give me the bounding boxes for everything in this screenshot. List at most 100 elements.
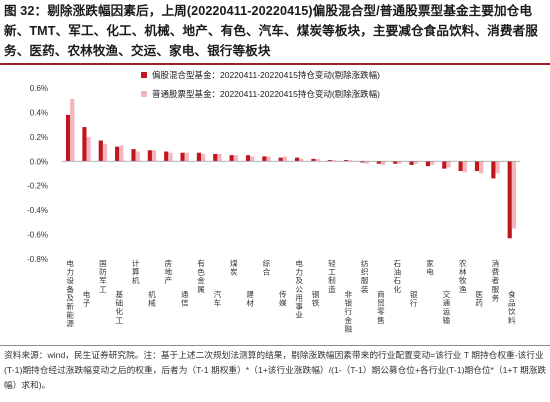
bar-series: [65, 98, 517, 239]
bar-series-2: [397, 161, 402, 164]
bar-series-2: [266, 156, 271, 162]
y-axis: 0.6% 0.4% 0.2% 0.0% -0.2% -0.4% -0.6% -0.8%: [27, 84, 48, 264]
bar-series-1: [180, 152, 185, 162]
bar-series-1: [115, 146, 120, 162]
x-category-label: 商贸零售: [377, 289, 385, 325]
bar-series-1: [245, 155, 251, 162]
bar-series-1: [65, 114, 71, 162]
bar-series-2: [86, 136, 91, 162]
x-category-label: 纺织服装: [361, 258, 369, 294]
x-category-label: 煤炭: [230, 258, 238, 277]
x-category-label: 计算机: [132, 258, 140, 285]
legend-swatch-series-1: [141, 72, 147, 78]
bar-series-2: [70, 98, 75, 162]
y-tick-label: 0.6%: [30, 84, 48, 93]
bar-chart: 偏股混合型基金：20220411-20220415持仓变动(剔除涨跌幅) 普通股…: [27, 70, 520, 333]
x-category-label: 农林牧渔: [459, 258, 467, 294]
x-category-label: 食品饮料: [508, 289, 516, 325]
x-category-label: 基础化工: [115, 289, 123, 325]
bar-series-1: [327, 160, 332, 162]
x-category-label: 建材: [246, 289, 254, 308]
bar-series-1: [507, 161, 512, 239]
bar-series-1: [442, 161, 447, 169]
bar-series-1: [491, 161, 496, 179]
bar-series-1: [393, 161, 398, 164]
x-category-label: 房地产: [165, 258, 173, 285]
bar-series-2: [348, 160, 353, 162]
bar-series-1: [229, 155, 234, 162]
x-category-label: 汽车: [214, 289, 222, 308]
bar-series-2: [380, 161, 386, 165]
bar-series-2: [250, 156, 255, 162]
bar-series-1: [98, 140, 103, 162]
x-category-label: 银行: [410, 289, 418, 308]
bar-series-2: [462, 161, 467, 173]
bar-series-1: [360, 161, 365, 163]
bar-series-1: [147, 150, 152, 162]
bar-series-2: [331, 160, 337, 162]
bar-series-2: [201, 153, 206, 162]
x-category-label: 传媒: [279, 289, 287, 308]
bar-series-2: [495, 161, 500, 174]
bar-series-2: [102, 144, 108, 162]
y-tick-label: 0.0%: [30, 157, 48, 166]
bar-series-1: [131, 149, 136, 162]
bar-series-1: [262, 156, 267, 162]
bar-series-1: [196, 152, 202, 162]
x-category-label: 非银行金融: [344, 289, 352, 333]
y-tick-label: -0.4%: [27, 206, 48, 215]
y-tick-label: -0.2%: [27, 182, 48, 191]
bar-series-1: [344, 160, 349, 162]
x-category-label: 电子: [83, 289, 91, 308]
y-tick-label: -0.8%: [27, 255, 48, 264]
bar-series-1: [458, 161, 463, 172]
x-category-label: 交通运输: [443, 289, 451, 325]
legend-label-series-1: 偏股混合型基金：20220411-20220415持仓变动(剔除涨跌幅): [152, 70, 380, 80]
x-category-label: 国防军工: [99, 259, 107, 294]
legend-label-series-2: 普通股票型基金：20220411-20220415持仓变动(剔除涨跌幅): [152, 89, 380, 99]
x-category-label: 电力设备及新能源: [66, 258, 74, 328]
source-note: 资料来源：wind，民生证券研究院。注：基于上述二次规划法测算的结果，剔除涨跌幅…: [4, 350, 547, 390]
x-category-label: 家电: [426, 258, 434, 277]
bar-series-2: [168, 152, 173, 162]
bar-series-2: [135, 151, 140, 162]
bar-series-1: [294, 157, 300, 162]
bar-series-1: [311, 158, 316, 162]
y-tick-label: 0.2%: [30, 133, 48, 142]
y-tick-label: -0.6%: [27, 231, 48, 240]
source-divider: [0, 345, 550, 346]
bar-series-2: [282, 156, 288, 162]
x-category-label: 综合: [263, 258, 271, 277]
bar-series-2: [233, 155, 238, 162]
bar-series-1: [278, 157, 283, 162]
chart-legend: 偏股混合型基金：20220411-20220415持仓变动(剔除涨跌幅) 普通股…: [141, 70, 380, 99]
bar-series-1: [164, 151, 169, 162]
bar-series-2: [151, 150, 157, 162]
bar-series-2: [511, 161, 517, 229]
x-category-label: 医药: [475, 290, 483, 308]
bar-series-1: [213, 153, 218, 162]
x-category-label: 有色金属: [197, 258, 205, 294]
bar-series-2: [184, 152, 189, 162]
bar-series-2: [430, 161, 435, 165]
bar-series-1: [376, 161, 381, 164]
title-divider: [0, 63, 550, 65]
x-category-label: 机械: [148, 289, 156, 308]
bar-series-2: [446, 161, 451, 168]
bar-series-2: [119, 145, 124, 162]
x-category-label: 消费者服务: [492, 258, 500, 302]
bar-series-2: [479, 161, 484, 174]
x-category-label: 钢铁: [312, 289, 320, 308]
y-tick-label: 0.4%: [30, 108, 48, 117]
chart-title: 图 32：剔除涨跌幅因素后，上周(20220411-20220415)偏股混合型…: [4, 4, 538, 58]
bar-series-1: [409, 161, 414, 165]
bar-series-2: [299, 158, 304, 162]
x-category-label: 轻工制造: [328, 258, 336, 294]
bar-series-1: [82, 127, 87, 162]
bar-series-2: [364, 161, 369, 164]
x-category-label: 石油石化: [394, 259, 402, 294]
bar-series-1: [474, 161, 480, 172]
bar-series-2: [217, 153, 222, 162]
x-category-label: 电力及公用事业: [295, 258, 303, 320]
